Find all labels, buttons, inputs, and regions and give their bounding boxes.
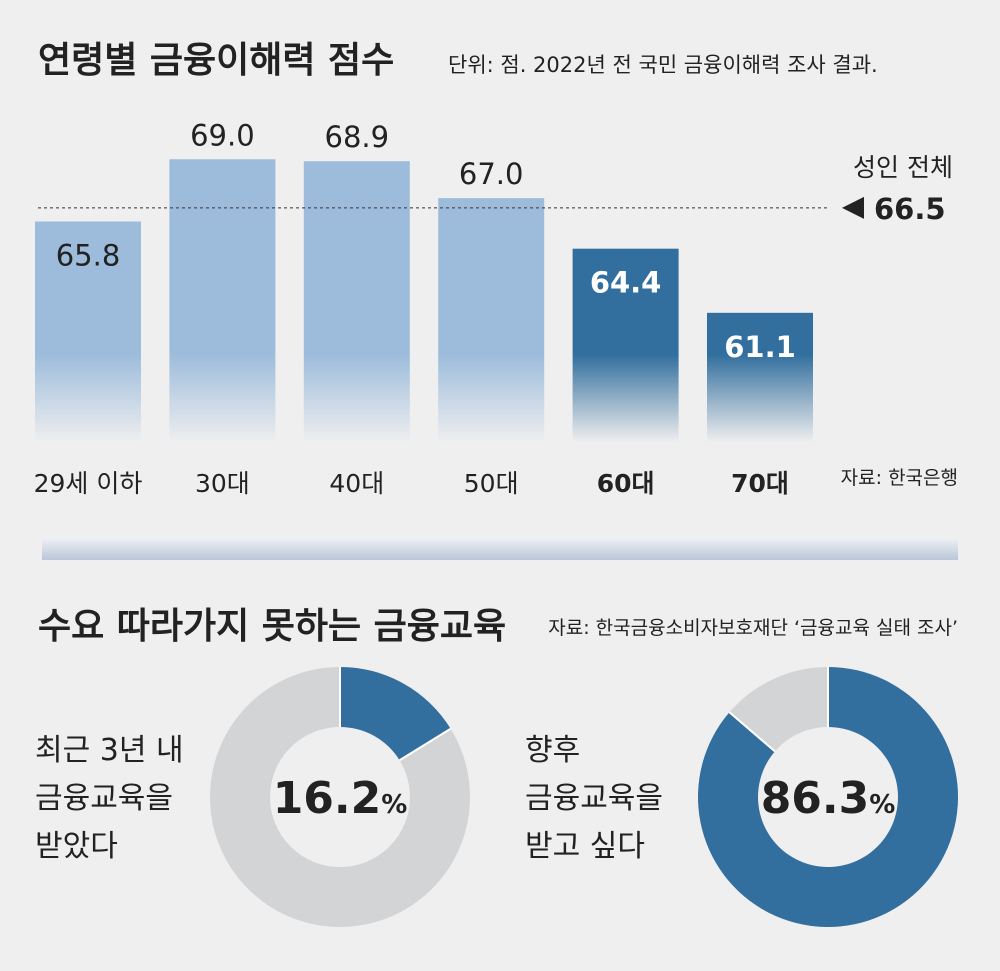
value-label: 65.8 (56, 238, 121, 272)
donut-segment (697, 667, 959, 927)
donut-label: 받았다 (35, 829, 118, 864)
bar (707, 312, 813, 445)
bar (572, 248, 679, 445)
bar (169, 159, 276, 446)
value-unit: % (869, 790, 895, 820)
donut-label: 금융교육을 (35, 781, 173, 816)
x-tick-label: 40대 (329, 469, 384, 498)
segment-edge (728, 711, 776, 753)
source: 자료: 한국은행 (841, 467, 958, 489)
donut-label: 받고 싶다 (525, 829, 645, 864)
x-tick-label: 30대 (195, 469, 250, 498)
x-tick-label: 60대 (597, 469, 655, 498)
donut-label: 향후 (525, 733, 580, 768)
value-number: 86.3 (761, 773, 870, 824)
bar (438, 198, 545, 445)
divider (42, 538, 958, 560)
section-title: 수요 따라가지 못하는 금융교육 (38, 606, 506, 647)
value-label: 67.0 (459, 157, 524, 191)
x-tick-label: 70대 (731, 469, 789, 498)
value-label: 61.1 (724, 330, 796, 364)
donut-label: 금융교육을 (525, 781, 663, 816)
chart-title: 연령별 금융이해력 점수 (38, 40, 394, 81)
value-label: 69.0 (190, 118, 255, 152)
bar (35, 221, 141, 445)
reference-value: 66.5 (874, 192, 946, 226)
bar (303, 161, 410, 445)
center-value: 86.3% (761, 773, 896, 824)
x-tick-label: 50대 (464, 469, 519, 498)
segment-edge (399, 727, 452, 762)
value-label: 64.4 (590, 266, 662, 300)
donut-label: 최근 3년 내 (35, 733, 184, 768)
value-label: 68.9 (325, 120, 390, 154)
value-number: 16.2 (273, 773, 382, 824)
donut-segment (340, 667, 451, 761)
reference-marker (842, 196, 864, 219)
x-tick-label: 29세 이하 (34, 469, 143, 498)
source: 자료: 한국금융소비자보호재단 ‘금융교육 실태 조사’ (548, 617, 958, 639)
value-unit: % (381, 790, 407, 820)
center-value: 16.2% (273, 773, 408, 824)
chart-subtitle: 단위: 점. 2022년 전 국민 금융이해력 조사 결과. (448, 53, 878, 77)
reference-label: 성인 전체 (853, 153, 953, 182)
bar-group (35, 159, 813, 446)
